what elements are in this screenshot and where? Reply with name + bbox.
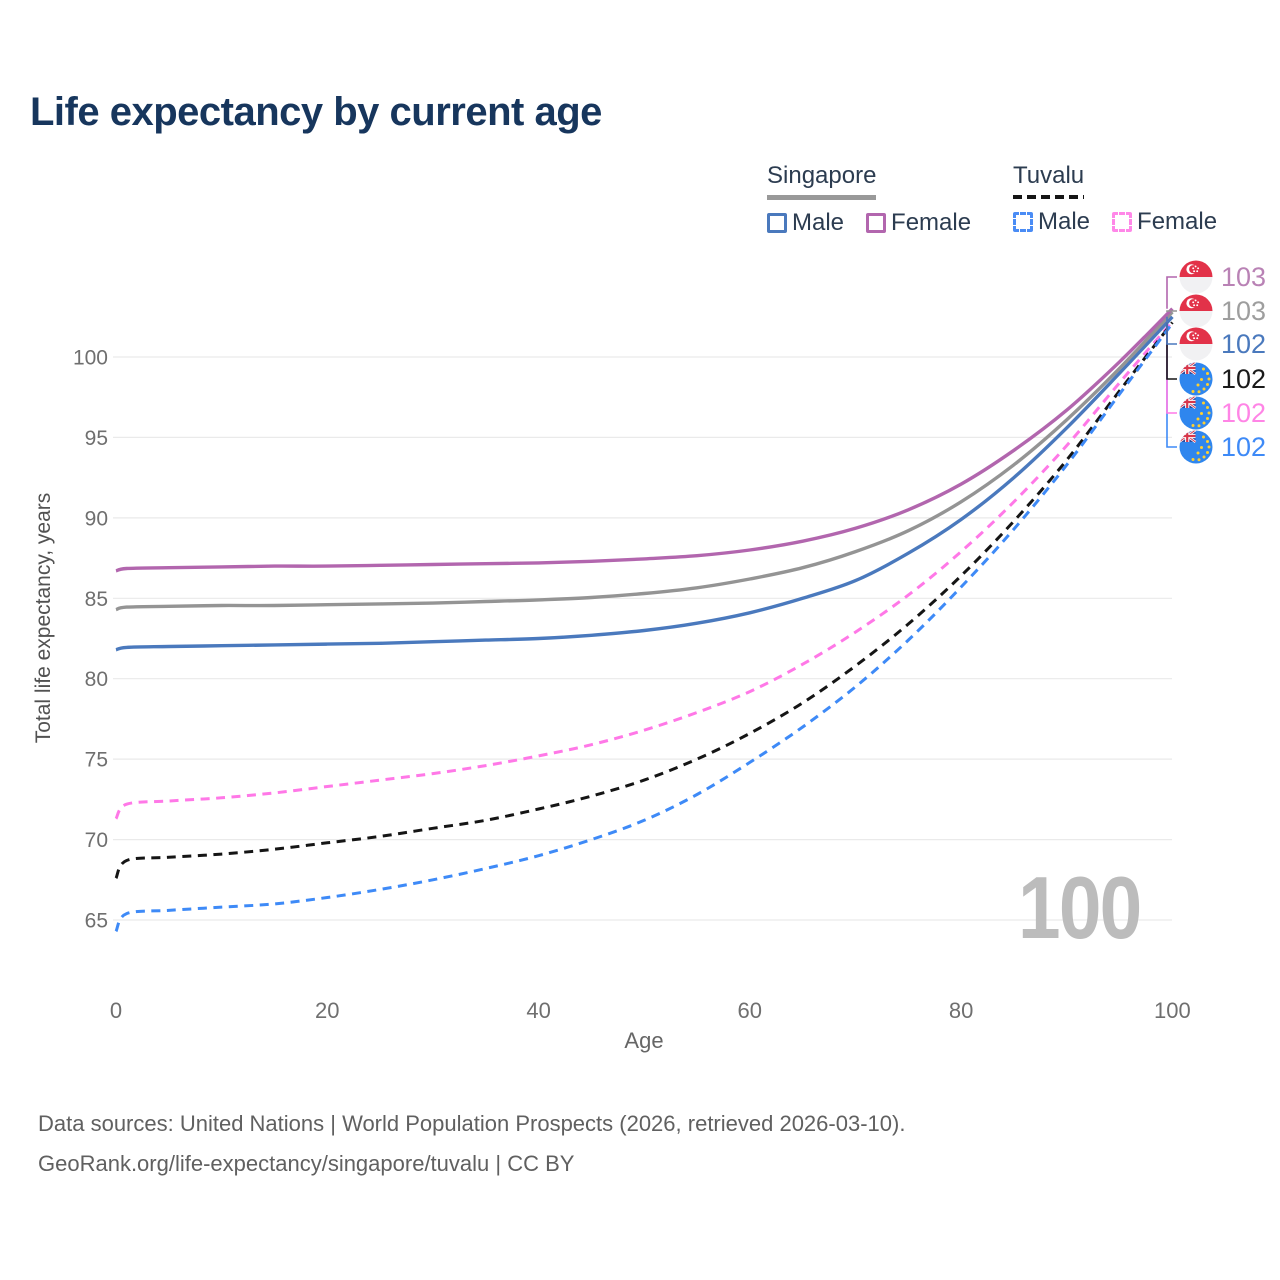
- legend-item-singapore-male[interactable]: Male: [767, 209, 844, 237]
- legend-group-singapore: Singapore Male Female: [767, 162, 993, 237]
- x-tick-label: 100: [1154, 998, 1191, 1023]
- tuvalu-flag-icon: [1179, 362, 1213, 396]
- end-label-leader-tv-male: [1166, 323, 1177, 448]
- footer-data-sources: Data sources: United Nations | World Pop…: [38, 1111, 906, 1136]
- legend-group-tuvalu: Tuvalu Male Female: [1013, 162, 1239, 236]
- end-label-row-tv-female: 102: [1179, 396, 1266, 430]
- y-tick-label: 95: [85, 427, 108, 450]
- legend-item-label: Male: [1038, 208, 1091, 235]
- series-line-sg-all[interactable]: [115, 310, 1174, 612]
- y-tick-label: 70: [85, 829, 108, 852]
- legend-country-tuvalu[interactable]: Tuvalu: [1013, 162, 1085, 199]
- x-tick-label: 40: [526, 998, 550, 1023]
- footer: Data sources: United Nations | World Pop…: [38, 1104, 905, 1184]
- footer-attribution: GeoRank.org/life-expectancy/singapore/tu…: [38, 1151, 575, 1176]
- end-label-row-sg-female: 103: [1179, 260, 1266, 294]
- end-label-value-tv-female: 102: [1221, 398, 1267, 428]
- tuvalu-flag: [1179, 362, 1213, 396]
- end-label-row-tv-male: 102: [1179, 430, 1266, 464]
- y-tick-label: 100: [73, 347, 108, 370]
- end-label-value-tv-male: 102: [1221, 432, 1267, 462]
- tuvalu-flag-icon: [1179, 430, 1213, 464]
- y-tick-label: 80: [85, 668, 108, 691]
- end-label-leader-sg-male: [1166, 316, 1177, 345]
- series-line-tv-all[interactable]: [114, 321, 1174, 879]
- y-tick-label: 75: [85, 749, 108, 772]
- y-axis-title: Total life expectancy, years: [32, 492, 55, 744]
- series-line-tv-male[interactable]: [114, 322, 1174, 933]
- end-label-row-sg-male: 102: [1179, 327, 1266, 361]
- x-tick-label: 80: [949, 998, 973, 1023]
- legend-country-singapore[interactable]: Singapore: [767, 162, 877, 200]
- singapore-flag-icon: [1179, 294, 1213, 328]
- tuvalu-flag-icon: [1179, 396, 1213, 430]
- singapore-flag: [1179, 260, 1213, 294]
- singapore-male-swatch: [767, 213, 787, 233]
- end-label-value-sg-male: 102: [1221, 329, 1267, 359]
- end-label-leader-tv-female: [1166, 321, 1177, 414]
- singapore-flag-icon: [1179, 260, 1213, 294]
- tuvalu-line-swatch: [1013, 195, 1085, 199]
- series-line-sg-male[interactable]: [115, 315, 1174, 652]
- singapore-flag: [1179, 327, 1213, 361]
- legend-country-label: Singapore: [767, 162, 877, 189]
- singapore-flag: [1179, 294, 1213, 328]
- x-tick-label: 0: [110, 998, 122, 1023]
- legend-item-singapore-female[interactable]: Female: [866, 209, 971, 237]
- end-label-leader-sg-female: [1166, 276, 1177, 309]
- tuvalu-flag: [1179, 430, 1213, 464]
- y-tick-label: 65: [85, 910, 108, 933]
- legend-country-label: Tuvalu: [1013, 162, 1085, 189]
- tuvalu-male-swatch: [1013, 212, 1033, 232]
- x-axis-title: Age: [624, 1028, 664, 1053]
- end-label-row-tv-all: 102: [1179, 362, 1266, 396]
- singapore-line-swatch: [767, 195, 877, 200]
- page-title: Life expectancy by current age: [30, 90, 602, 134]
- legend-item-tuvalu-male[interactable]: Male: [1013, 208, 1090, 236]
- singapore-female-swatch: [866, 213, 887, 233]
- end-label-row-sg-all: 103: [1179, 294, 1266, 328]
- end-label-leader-sg-all: [1166, 310, 1177, 312]
- age-indicator-watermark: 100: [1018, 858, 1142, 957]
- series-line-sg-female[interactable]: [115, 307, 1174, 573]
- series-line-tv-female[interactable]: [114, 320, 1174, 820]
- x-tick-label: 20: [315, 998, 339, 1023]
- end-label-value-tv-all: 102: [1221, 364, 1267, 394]
- end-label-value-sg-all: 103: [1221, 296, 1267, 326]
- tuvalu-female-swatch: [1112, 212, 1133, 232]
- legend-item-tuvalu-female[interactable]: Female: [1112, 208, 1217, 236]
- end-label-value-sg-female: 103: [1221, 262, 1267, 292]
- singapore-flag-icon: [1179, 327, 1213, 361]
- y-tick-label: 85: [85, 588, 108, 611]
- tuvalu-flag: [1179, 396, 1213, 430]
- y-tick-label: 90: [85, 507, 108, 530]
- legend-item-label: Male: [792, 209, 845, 236]
- legend-item-label: Female: [1137, 208, 1218, 235]
- x-tick-label: 60: [738, 998, 762, 1023]
- legend-item-label: Female: [891, 209, 972, 236]
